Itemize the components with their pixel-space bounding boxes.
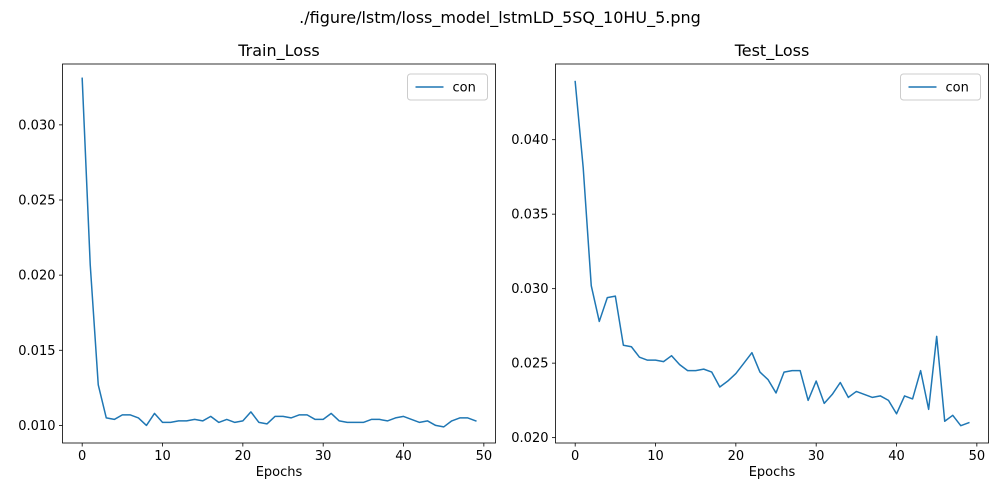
series-line-con [81, 77, 477, 428]
axes-frame [555, 63, 989, 444]
y-tick-label: 0.040 [511, 133, 548, 148]
x-tick-label: 30 [315, 449, 332, 464]
x-axis-label: Epochs [749, 465, 796, 480]
x-tick-label: 50 [476, 449, 493, 464]
subplot-train-loss: Train_Loss 0 10 20 30 40 50 0.010 0.015 0.020 0.02… [18, 41, 496, 480]
legend: con [407, 73, 488, 101]
legend: con [900, 73, 981, 101]
x-tick-label: 20 [728, 449, 745, 464]
x-tick-label: 10 [154, 449, 171, 464]
subplot-title: Test_Loss [734, 41, 810, 61]
axes-frame [62, 63, 496, 444]
legend-label: con [453, 81, 476, 96]
x-tick-label: 0 [571, 449, 579, 464]
series-line-con [574, 80, 970, 427]
y-tick-label: 0.030 [18, 118, 55, 133]
y-tick-label: 0.020 [18, 269, 55, 284]
x-tick-label: 30 [808, 449, 825, 464]
y-tick-label: 0.035 [511, 208, 548, 223]
x-tick-label: 10 [647, 449, 664, 464]
x-tick-label: 50 [969, 449, 986, 464]
y-tick-label: 0.015 [18, 344, 55, 359]
figure-suptitle: ./figure/lstm/loss_model_lstmLD_5SQ_10HU… [299, 8, 701, 27]
legend-label: con [946, 81, 969, 96]
y-tick-label: 0.010 [18, 419, 55, 434]
x-tick-label: 0 [78, 449, 86, 464]
y-tick-label: 0.030 [511, 282, 548, 297]
legend-box [407, 73, 488, 101]
legend-box [900, 73, 981, 101]
x-axis-label: Epochs [256, 465, 303, 480]
y-tick-label: 0.020 [511, 431, 548, 446]
y-tick-label: 0.025 [511, 357, 548, 372]
subplot-test-loss: Test_Loss 0 10 20 30 40 50 0.020 0.025 0.030 0.035… [511, 41, 989, 480]
subplot-title: Train_Loss [237, 41, 319, 61]
x-tick-label: 40 [888, 449, 905, 464]
x-tick-label: 40 [395, 449, 412, 464]
x-tick-label: 20 [235, 449, 252, 464]
y-tick-label: 0.025 [18, 194, 55, 209]
